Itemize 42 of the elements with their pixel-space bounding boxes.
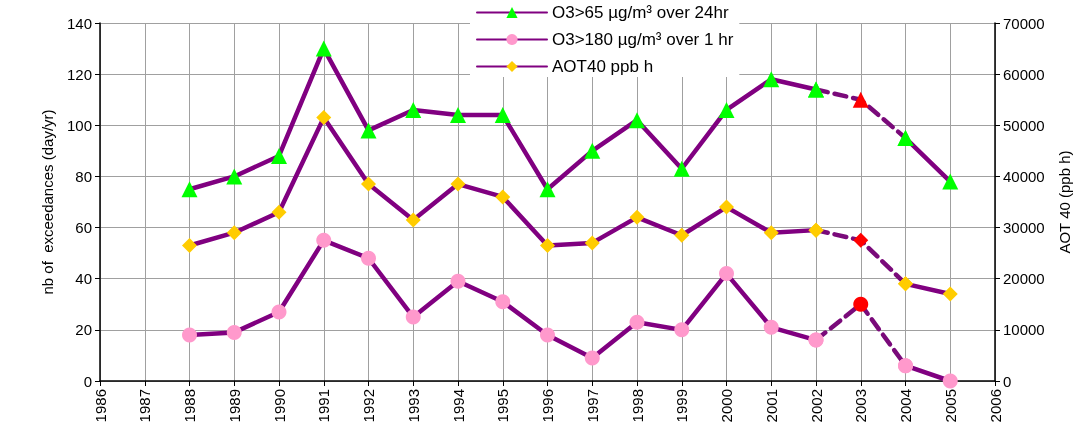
x-tick-label: 2002 bbox=[807, 389, 825, 423]
y-axis-title: nb of exceedances (day/yr) bbox=[39, 109, 56, 295]
y2-tick-label: 50000 bbox=[1003, 116, 1045, 134]
y2-tick-label: 20000 bbox=[1003, 270, 1045, 288]
y-tick-label: 40 bbox=[75, 270, 92, 288]
x-tick-label: 1991 bbox=[315, 389, 333, 423]
y-tick-label: 100 bbox=[66, 116, 92, 134]
y-tick-label: 140 bbox=[66, 14, 92, 32]
x-tick-label: 2003 bbox=[852, 389, 870, 423]
x-tick-label: 1996 bbox=[539, 389, 556, 423]
x-tick-label: 1995 bbox=[494, 389, 512, 423]
x-tick-label: 2004 bbox=[897, 389, 914, 423]
y2-tick-label: 40000 bbox=[1003, 167, 1045, 185]
x-tick-label: 1986 bbox=[91, 389, 109, 423]
x-tick-label: 2005 bbox=[941, 389, 959, 423]
x-tick-label: 1990 bbox=[270, 389, 288, 423]
x-tick-label: 2001 bbox=[762, 389, 780, 423]
x-tick-label: 2006 bbox=[986, 389, 1004, 423]
x-tick-label: 1998 bbox=[628, 389, 646, 423]
y-tick-label: 120 bbox=[66, 65, 92, 83]
y-tick-label: 60 bbox=[75, 219, 92, 237]
x-tick-label: 1999 bbox=[673, 389, 691, 423]
legend-label: O3>65 µg/m³ over 24hr bbox=[552, 3, 729, 22]
y2-tick-label: 30000 bbox=[1003, 219, 1045, 237]
y-tick-label: 0 bbox=[83, 372, 92, 390]
legend-label: O3>180 µg/m³ over 1 hr bbox=[552, 30, 734, 49]
x-tick-label: 1997 bbox=[583, 389, 601, 423]
legend-label: AOT40 ppb h bbox=[552, 57, 654, 76]
x-tick-label: 1994 bbox=[449, 389, 467, 423]
y2-tick-label: 60000 bbox=[1003, 65, 1045, 83]
x-tick-label: 1989 bbox=[225, 389, 243, 423]
x-tick-label: 1993 bbox=[404, 389, 422, 423]
x-tick-label: 2000 bbox=[718, 389, 735, 423]
y2-axis-title: AOT 40 (ppb h) bbox=[1056, 150, 1073, 254]
x-tick-label: 1987 bbox=[136, 389, 154, 423]
x-tick-label: 1992 bbox=[360, 389, 377, 423]
x-tick-label: 1988 bbox=[181, 389, 198, 423]
y-tick-label: 80 bbox=[75, 167, 92, 185]
y2-tick-label: 70000 bbox=[1003, 14, 1045, 32]
y2-tick-label: 10000 bbox=[1003, 321, 1045, 339]
y2-tick-label: 0 bbox=[1003, 372, 1012, 390]
y-tick-label: 20 bbox=[75, 321, 92, 339]
